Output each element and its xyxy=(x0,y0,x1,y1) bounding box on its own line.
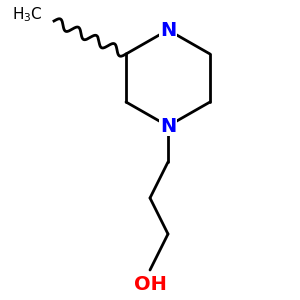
Text: H$_3$C: H$_3$C xyxy=(12,6,43,24)
Text: OH: OH xyxy=(134,275,166,294)
Text: N: N xyxy=(160,116,176,136)
Text: N: N xyxy=(160,20,176,40)
